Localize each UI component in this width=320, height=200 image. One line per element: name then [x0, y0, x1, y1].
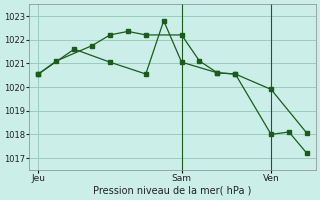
X-axis label: Pression niveau de la mer( hPa ): Pression niveau de la mer( hPa ) [93, 186, 252, 196]
